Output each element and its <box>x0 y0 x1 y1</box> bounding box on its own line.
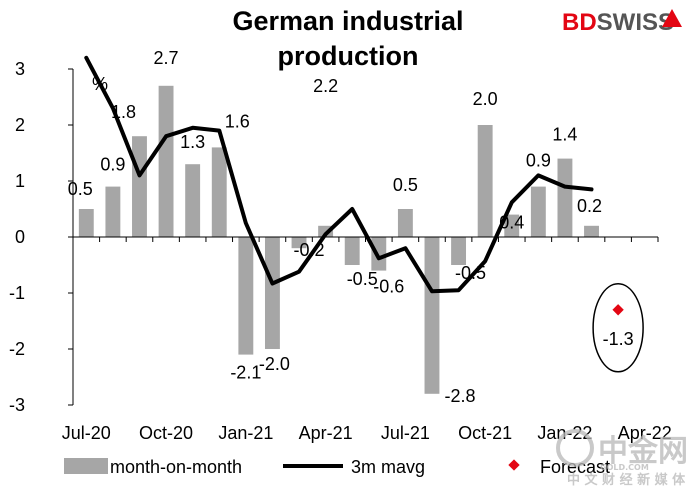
x-tick-label-oct-21: Oct-21 <box>458 423 512 443</box>
brand-text-bd: BD <box>562 9 597 36</box>
chart-title-line-1: German industrial <box>232 6 463 36</box>
data-label-sep-20: 1.8 <box>111 102 136 122</box>
bar-oct-20 <box>158 85 174 237</box>
legend-label-month-on-month: month-on-month <box>110 457 242 477</box>
x-tick-label-jul-20: Jul-20 <box>62 423 111 443</box>
svg-text:BDSWISS: BDSWISS <box>562 9 674 36</box>
x-tick-label-jan-21: Jan-21 <box>218 423 273 443</box>
bar-oct-21 <box>477 125 493 237</box>
x-tick-label-jul-21: Jul-21 <box>381 423 430 443</box>
forecast-circle <box>592 283 644 373</box>
globe-circle-icon <box>556 429 594 467</box>
data-label-aug-21: -2.8 <box>444 386 475 406</box>
forecast-marker-mar-22 <box>612 304 624 316</box>
data-label-feb-22: 0.2 <box>577 196 602 216</box>
legend: month-on-month 3m mavg Forecast <box>64 457 610 477</box>
bar-mar-21 <box>291 237 307 249</box>
data-label-dec-20: 1.6 <box>225 111 250 131</box>
bar-feb-22 <box>584 225 599 237</box>
data-label-jul-21: 0.5 <box>393 175 418 195</box>
legend-label-forecast: Forecast <box>540 457 610 477</box>
y-tick-label: -3 <box>9 395 25 415</box>
y-tick-label: -2 <box>9 339 25 359</box>
bar-aug-21 <box>424 237 440 394</box>
forecast-group: -1.3 <box>592 283 644 373</box>
data-label-jan-22: 1.4 <box>552 125 577 145</box>
data-label-sep-21: -0.5 <box>455 263 486 283</box>
forecast-label: -1.3 <box>603 329 634 349</box>
watermark-title: 中金网 <box>598 434 688 469</box>
y-tick-label: 1 <box>15 171 25 191</box>
data-label-apr-21: 2.2 <box>313 76 338 96</box>
x-tick-label-oct-20: Oct-20 <box>139 423 193 443</box>
watermark: 中金网 GOLD.COM 中 文 财 经 新 媒 体 <box>556 429 688 488</box>
axes-group: 3 2 1 0 -1 -2 -3 Jul-20 Oct-20 Jan-21 Apr-21 Jul-21… <box>9 59 672 443</box>
bar-sep-20 <box>132 136 147 237</box>
y-tick-label: 2 <box>15 115 25 135</box>
labels-group: 0.50.91.82.71.31.6-2.1-2.0-0.22.2-0.5-0.… <box>68 48 602 406</box>
legend-label-3m-mavg: 3m mavg <box>351 457 425 477</box>
data-label-may-21: -0.5 <box>347 269 378 289</box>
data-label-nov-21: 0.4 <box>499 213 524 233</box>
y-tick-label: 0 <box>15 227 25 247</box>
data-label-dec-21: 0.9 <box>526 151 551 171</box>
bar-jul-20 <box>78 209 94 237</box>
bar-may-21 <box>344 237 360 265</box>
bar-jun-21 <box>371 237 387 271</box>
x-tick-label-apr-21: Apr-21 <box>299 423 353 443</box>
bar-jan-22 <box>557 158 573 237</box>
bar-dec-21 <box>530 186 546 237</box>
bar-jan-21 <box>238 237 254 355</box>
data-label-aug-20: 0.9 <box>100 155 125 175</box>
x-tick-label-apr-22: Apr-22 <box>618 423 672 443</box>
bar-aug-20 <box>105 186 121 237</box>
bar-nov-20 <box>185 164 201 237</box>
bar-apr-21 <box>318 225 334 237</box>
bar-dec-20 <box>211 147 227 237</box>
data-label-nov-20: 1.3 <box>180 132 205 152</box>
red-triangle-icon <box>662 9 682 27</box>
y-tick-label: 3 <box>15 59 25 79</box>
y-tick-label: -1 <box>9 283 25 303</box>
watermark-url: GOLD.COM <box>600 463 649 472</box>
data-label-jun-21: -0.6 <box>373 277 404 297</box>
legend-swatch-bar <box>64 458 108 474</box>
bar-jul-21 <box>397 209 413 237</box>
line-group <box>84 55 594 294</box>
line-3m-mavg <box>84 55 594 294</box>
legend-swatch-forecast <box>508 459 520 471</box>
data-label-jul-20: 0.5 <box>68 179 93 199</box>
bar-nov-21 <box>504 214 520 237</box>
data-label-feb-21: -2.0 <box>259 354 290 374</box>
bar-feb-21 <box>264 237 280 349</box>
bars-group <box>78 85 599 394</box>
data-label-mar-21: -0.2 <box>294 240 325 260</box>
brand-logo: BDSWISS <box>562 9 682 36</box>
data-label-oct-20: 2.7 <box>154 48 179 68</box>
chart-title-line-2: production <box>278 41 419 71</box>
watermark-tagline: 中 文 财 经 新 媒 体 <box>567 472 686 488</box>
brand-text-swiss: SWISS <box>597 9 674 36</box>
data-label-jan-21: -2.1 <box>230 363 261 383</box>
data-label-oct-21: 2.0 <box>473 89 498 109</box>
bar-sep-21 <box>451 237 467 265</box>
